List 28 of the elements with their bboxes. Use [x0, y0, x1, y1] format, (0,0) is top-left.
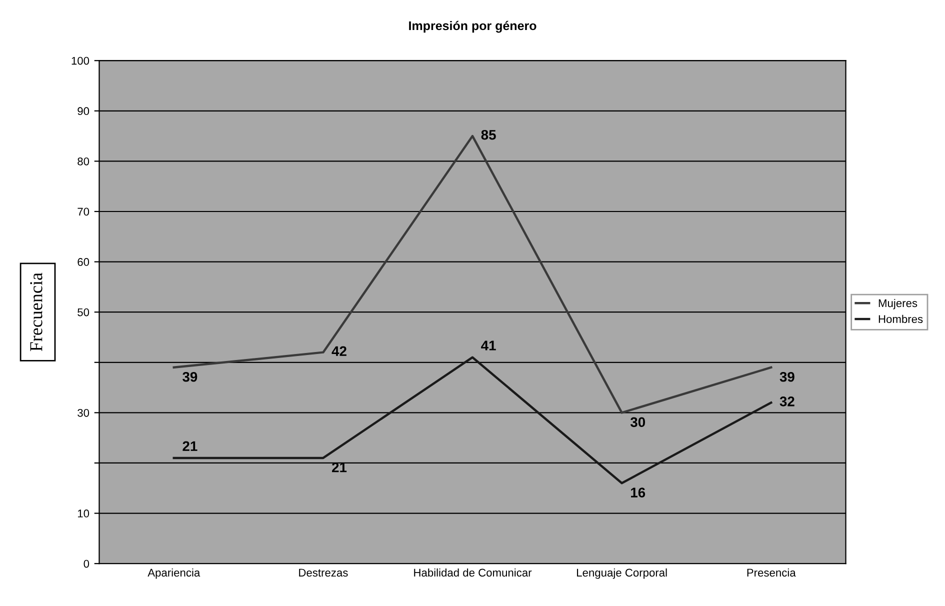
data-label: 30 — [630, 417, 646, 428]
y-axis-title: Frecuencia — [30, 272, 42, 352]
y-tick-label: 0 — [84, 560, 90, 568]
data-label: 39 — [182, 372, 198, 382]
y-tick-label: 70 — [78, 208, 90, 216]
y-tick-label: 80 — [78, 157, 90, 166]
data-label: 16 — [631, 488, 646, 498]
x-tick-label: Lenguaje Corporal — [577, 568, 667, 579]
legend-label: Hombres — [878, 314, 923, 324]
data-label: 21 — [182, 441, 198, 451]
legend-label: Mujeres — [878, 298, 918, 310]
x-tick-label: Presencia — [747, 568, 796, 577]
data-label: 32 — [780, 396, 794, 406]
y-tick-label: 30 — [78, 408, 90, 417]
y-tick-label: 90 — [78, 107, 90, 116]
y-tick-label: 10 — [78, 510, 90, 518]
x-tick-label: Apariencia — [148, 568, 200, 579]
x-tick-label: Destrezas — [299, 568, 348, 577]
chart-title: Impresión por género — [409, 20, 536, 33]
data-label: 39 — [780, 372, 794, 382]
y-tick-label: 60 — [78, 258, 90, 266]
line-series — [172, 356, 772, 484]
y-tick-label: 50 — [78, 308, 90, 316]
x-tick-label: Habilidad de Comunicar — [414, 568, 532, 577]
data-label: 85 — [481, 130, 496, 140]
data-label: 42 — [332, 346, 346, 356]
y-tick-label: 100 — [72, 56, 90, 65]
data-label: 41 — [481, 340, 496, 350]
